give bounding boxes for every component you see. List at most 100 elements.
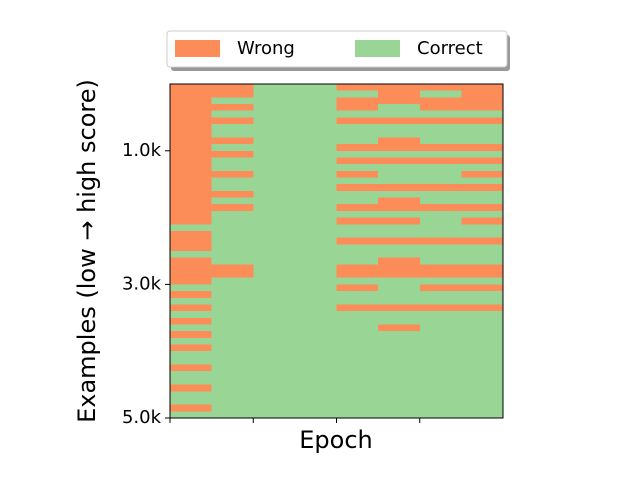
y-tick-label: 1.0k (122, 140, 162, 161)
cell (419, 331, 462, 339)
cell (294, 110, 337, 118)
cell (211, 257, 254, 265)
cell (170, 190, 212, 198)
cell (336, 371, 379, 379)
cell (170, 144, 212, 152)
cell (253, 97, 295, 105)
cell (294, 304, 337, 312)
cell (253, 304, 295, 312)
cell (378, 397, 420, 405)
cell (336, 277, 379, 285)
cell (253, 311, 295, 319)
cell (170, 351, 212, 359)
cell (211, 184, 254, 192)
cell (461, 357, 503, 365)
cell (419, 230, 462, 238)
cell (336, 324, 379, 332)
cell (253, 90, 295, 98)
cell (419, 391, 462, 399)
cell (336, 364, 379, 372)
cell (336, 331, 379, 339)
cell (378, 324, 420, 332)
cell (294, 104, 337, 112)
cell (461, 304, 503, 312)
cell (461, 411, 503, 419)
cell (253, 210, 295, 218)
cell (461, 110, 503, 118)
cell (378, 130, 420, 138)
cell (378, 377, 420, 385)
cell (294, 344, 337, 352)
cell (336, 210, 379, 218)
cell (378, 184, 420, 192)
cell (253, 244, 295, 252)
cell (170, 90, 212, 98)
cell (461, 291, 503, 299)
cell (336, 177, 379, 185)
cell (294, 244, 337, 252)
cell (170, 391, 212, 399)
cell (294, 324, 337, 332)
cell (419, 157, 462, 165)
cell (336, 391, 379, 399)
cell (336, 384, 379, 392)
x-axis-label: Epoch (299, 426, 373, 454)
cell (211, 197, 254, 205)
cell (211, 210, 254, 218)
cell (461, 150, 503, 158)
cell (253, 177, 295, 185)
cell (211, 391, 254, 399)
cell (336, 224, 379, 232)
cell (461, 244, 503, 252)
cell (378, 317, 420, 325)
cell (461, 224, 503, 232)
cell (461, 210, 503, 218)
cell (336, 117, 379, 125)
cell (253, 404, 295, 412)
cell (294, 164, 337, 172)
cell (294, 184, 337, 192)
cell (253, 150, 295, 158)
cell (419, 184, 462, 192)
cell (253, 117, 295, 125)
cell (378, 84, 420, 91)
cell (419, 164, 462, 172)
cell (336, 110, 379, 118)
cell (461, 264, 503, 272)
cell (211, 291, 254, 299)
cell (170, 177, 212, 185)
cell (419, 364, 462, 372)
cell (211, 217, 254, 225)
cell (170, 197, 212, 205)
cell (253, 271, 295, 279)
cell (378, 124, 420, 132)
cell (170, 117, 212, 125)
cell (378, 331, 420, 339)
cell (170, 264, 212, 272)
cell (419, 84, 462, 91)
cell (253, 104, 295, 112)
cell (378, 117, 420, 125)
cell (294, 284, 337, 292)
cell (378, 237, 420, 245)
cell (170, 237, 212, 245)
cell (211, 264, 254, 272)
cell (461, 144, 503, 152)
cell (461, 137, 503, 145)
cell (461, 124, 503, 132)
cell (294, 397, 337, 405)
cell (253, 110, 295, 118)
cell (461, 104, 503, 112)
cell (211, 117, 254, 125)
cell (419, 264, 462, 272)
cell (378, 297, 420, 305)
cell (170, 304, 212, 312)
legend-box (166, 30, 508, 68)
cell (336, 90, 379, 98)
cell (378, 177, 420, 185)
cell (461, 364, 503, 372)
cell (461, 130, 503, 138)
cell (253, 377, 295, 385)
cell (419, 271, 462, 279)
cell (294, 404, 337, 412)
